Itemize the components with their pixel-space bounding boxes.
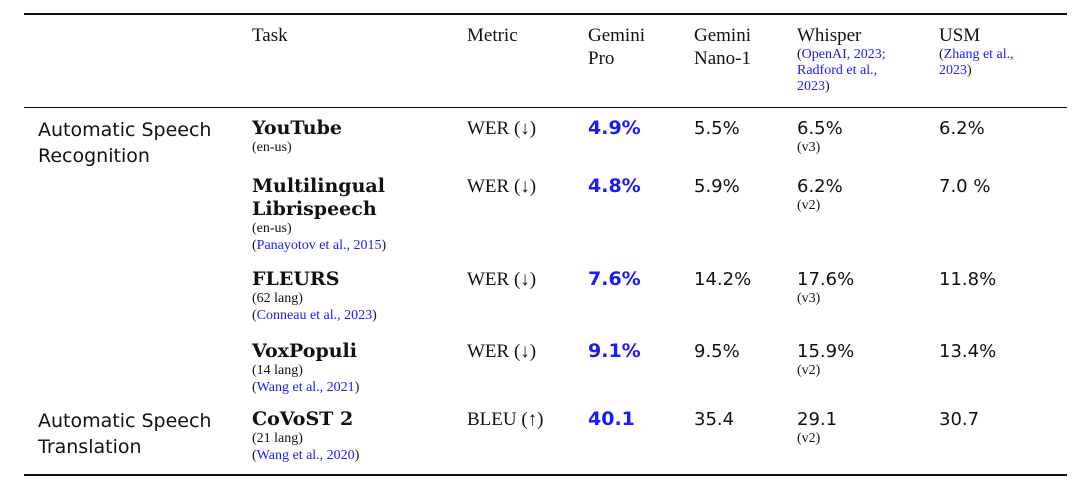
gemini-nano-fleurs: 14.2% bbox=[694, 269, 752, 290]
usm-mls: 7.0 % bbox=[939, 176, 991, 197]
metric-fleurs: WER (↓) bbox=[467, 269, 537, 290]
whisper-value: 15.9% bbox=[797, 341, 855, 362]
task-citation[interactable]: (Panayotov et al., 2015) bbox=[252, 238, 387, 253]
metric-youtube: WER (↓) bbox=[467, 118, 537, 139]
header-whisper-label: Whisper bbox=[797, 25, 862, 46]
whisper-value: 29.1 bbox=[797, 409, 838, 430]
header-whisper-cite-2[interactable]: Radford et al., bbox=[797, 63, 878, 78]
header-gemini-nano-line2: Nano-1 bbox=[694, 48, 751, 69]
category-ast-line1: Automatic Speech bbox=[38, 410, 212, 432]
whisper-version: (v2) bbox=[797, 431, 821, 446]
task-sub: (14 lang) bbox=[252, 363, 303, 378]
table-header-rule bbox=[24, 107, 1067, 108]
task-citation[interactable]: (Wang et al., 2021) bbox=[252, 380, 360, 395]
gemini-pro-youtube: 4.9% bbox=[588, 117, 641, 139]
header-whisper: Whisper (OpenAI, 2023; Radford et al., 2… bbox=[797, 24, 886, 95]
whisper-covost2: 29.1 (v2) bbox=[797, 408, 837, 447]
whisper-value: 17.6% bbox=[797, 269, 855, 290]
task-mls: Multilingual Librispeech (en-us) (Panayo… bbox=[252, 175, 386, 254]
usm-youtube: 6.2% bbox=[939, 118, 985, 139]
metric-voxpopuli: WER (↓) bbox=[467, 341, 537, 362]
header-gemini-pro-line1: Gemini bbox=[588, 25, 645, 46]
task-sub: (en-us) bbox=[252, 140, 292, 155]
whisper-version: (v2) bbox=[797, 363, 821, 378]
task-name: VoxPopuli bbox=[252, 340, 357, 362]
header-usm-label: USM bbox=[939, 25, 981, 46]
table-bottom-rule bbox=[24, 474, 1067, 476]
task-name-line1: Multilingual bbox=[252, 175, 385, 197]
task-citation[interactable]: (Wang et al., 2020) bbox=[252, 448, 360, 463]
category-asr: Automatic Speech Recognition bbox=[38, 117, 211, 169]
task-youtube: YouTube (en-us) bbox=[252, 117, 342, 156]
task-name: FLEURS bbox=[252, 268, 340, 290]
usm-voxpopuli: 13.4% bbox=[939, 341, 997, 362]
task-covost2: CoVoST 2 (21 lang) (Wang et al., 2020) bbox=[252, 408, 359, 464]
header-whisper-cite-1[interactable]: (OpenAI, 2023; bbox=[797, 47, 886, 62]
header-gemini-nano: Gemini Nano-1 bbox=[694, 24, 751, 70]
whisper-mls: 6.2% (v2) bbox=[797, 175, 843, 214]
whisper-fleurs: 17.6% (v3) bbox=[797, 268, 854, 307]
header-metric: Metric bbox=[467, 25, 518, 46]
task-voxpopuli: VoxPopuli (14 lang) (Wang et al., 2021) bbox=[252, 340, 359, 396]
category-asr-line1: Automatic Speech bbox=[38, 119, 212, 141]
gemini-pro-mls: 4.8% bbox=[588, 175, 641, 197]
whisper-version: (v3) bbox=[797, 291, 821, 306]
usm-covost2: 30.7 bbox=[939, 409, 980, 430]
gemini-nano-covost2: 35.4 bbox=[694, 409, 735, 430]
task-name: CoVoST 2 bbox=[252, 408, 354, 430]
header-whisper-cite-3[interactable]: 2023) bbox=[797, 79, 830, 94]
task-citation[interactable]: (Conneau et al., 2023) bbox=[252, 308, 377, 323]
header-gemini-nano-line1: Gemini bbox=[694, 25, 751, 46]
gemini-nano-voxpopuli: 9.5% bbox=[694, 341, 740, 362]
gemini-nano-youtube: 5.5% bbox=[694, 118, 740, 139]
header-usm-cite-2[interactable]: 2023) bbox=[939, 63, 972, 78]
table-top-rule bbox=[24, 13, 1067, 15]
gemini-pro-voxpopuli: 9.1% bbox=[588, 340, 641, 362]
whisper-voxpopuli: 15.9% (v2) bbox=[797, 340, 854, 379]
task-fleurs: FLEURS (62 lang) (Conneau et al., 2023) bbox=[252, 268, 377, 324]
task-name-line2: Librispeech bbox=[252, 198, 377, 220]
whisper-version: (v3) bbox=[797, 140, 821, 155]
header-gemini-pro-line2: Pro bbox=[588, 48, 615, 69]
header-usm-cite-1[interactable]: (Zhang et al., bbox=[939, 47, 1014, 62]
category-asr-line2: Recognition bbox=[38, 145, 150, 167]
metric-covost2: BLEU (↑) bbox=[467, 409, 544, 430]
category-ast: Automatic Speech Translation bbox=[38, 408, 211, 460]
task-sub: (21 lang) bbox=[252, 431, 303, 446]
category-ast-line2: Translation bbox=[38, 436, 142, 458]
gemini-pro-covost2: 40.1 bbox=[588, 408, 635, 430]
task-sub: (62 lang) bbox=[252, 291, 303, 306]
header-task: Task bbox=[252, 25, 288, 46]
metric-mls: WER (↓) bbox=[467, 176, 537, 197]
header-gemini-pro: Gemini Pro bbox=[588, 24, 645, 70]
whisper-version: (v2) bbox=[797, 198, 821, 213]
whisper-value: 6.2% bbox=[797, 176, 843, 197]
header-usm: USM (Zhang et al., 2023) bbox=[939, 24, 1014, 79]
whisper-youtube: 6.5% (v3) bbox=[797, 117, 843, 156]
gemini-nano-mls: 5.9% bbox=[694, 176, 740, 197]
gemini-pro-fleurs: 7.6% bbox=[588, 268, 641, 290]
task-name: YouTube bbox=[252, 117, 342, 139]
task-sub: (en-us) bbox=[252, 221, 292, 236]
usm-fleurs: 11.8% bbox=[939, 269, 997, 290]
whisper-value: 6.5% bbox=[797, 118, 843, 139]
